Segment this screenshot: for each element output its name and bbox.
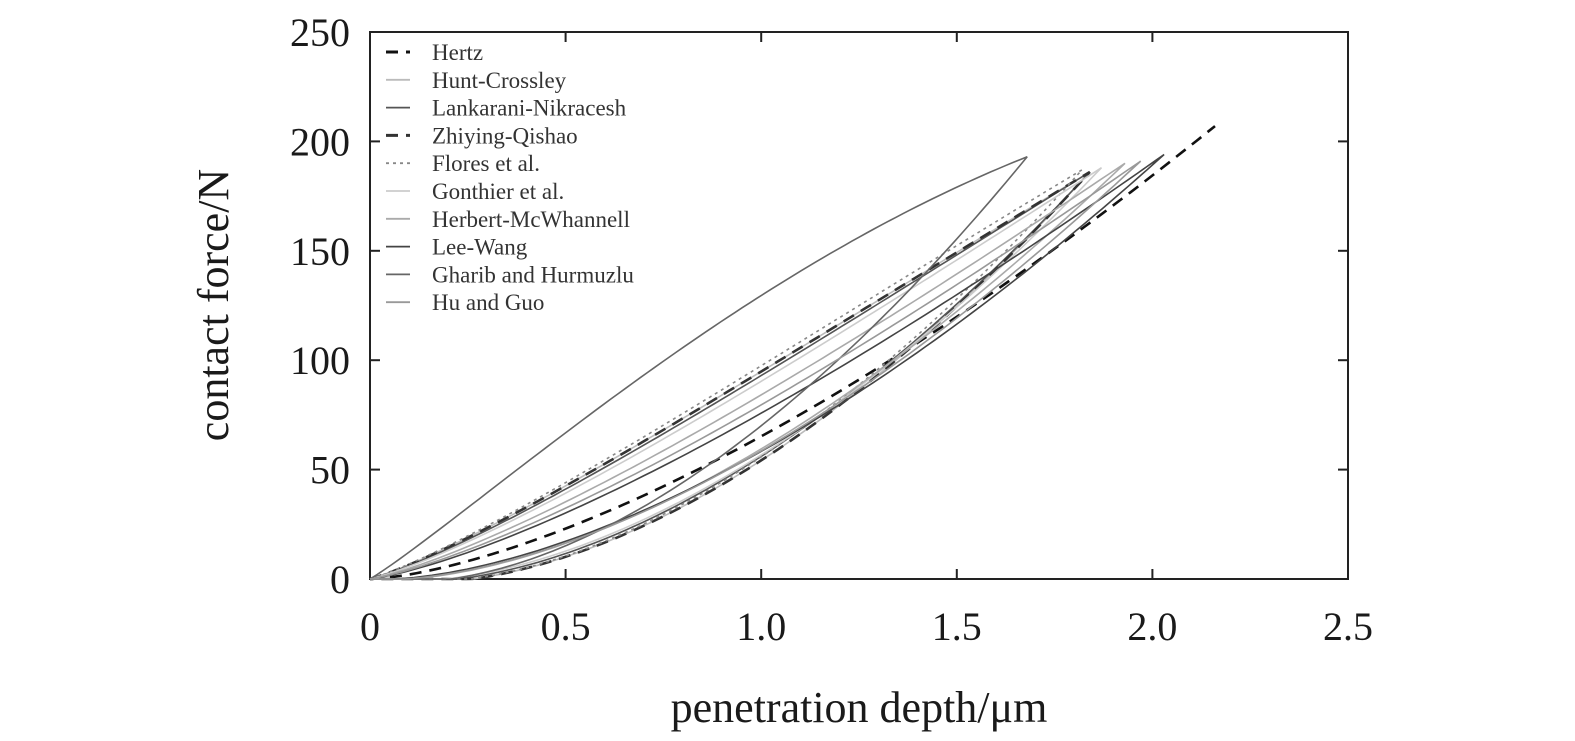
legend-label: Hunt-Crossley — [432, 68, 567, 93]
legend-label: Zhiying-Qishao — [432, 123, 578, 148]
series-line — [369, 169, 1083, 580]
plot-frame — [369, 31, 1349, 580]
x-tick-label: 1.0 — [736, 604, 786, 649]
y-tick-label: 200 — [290, 119, 350, 164]
legend: Hertz Hunt-Crossley Lankarani-NikraceshZhi… — [386, 40, 634, 315]
y-axis-ticks: 0 50 100 150 200 250 — [290, 10, 1348, 602]
x-tick-label: 0 — [360, 604, 380, 649]
series-line — [369, 160, 1142, 580]
legend-label: Lankarani-Nikracesh — [432, 96, 627, 121]
series-lines — [369, 125, 1216, 581]
x-tick-label: 2.5 — [1323, 604, 1373, 649]
legend-label: Herbert-McWhannell — [432, 207, 630, 232]
y-tick-label: 250 — [290, 10, 350, 55]
series-line — [369, 153, 1165, 580]
legend-label: Flores et al. — [432, 151, 540, 176]
series-line — [369, 155, 1028, 580]
x-axis-ticks: 0 0.5 1.0 1.5 2.0 2.5 — [360, 32, 1373, 649]
y-axis-title: contact force/N — [189, 169, 238, 441]
legend-label: Gonthier et al. — [432, 179, 564, 204]
legend-label: Hertz — [432, 40, 483, 65]
y-tick-label: 50 — [310, 448, 350, 493]
legend-label: Hu and Guo — [432, 290, 544, 315]
series-line — [369, 170, 1091, 581]
x-tick-label: 1.5 — [932, 604, 982, 649]
x-tick-label: 2.0 — [1127, 604, 1177, 649]
y-tick-label: 0 — [330, 557, 350, 602]
y-tick-label: 150 — [290, 229, 350, 274]
legend-label: Lee-Wang — [432, 235, 528, 260]
series-line — [369, 171, 1091, 580]
y-tick-label: 100 — [290, 338, 350, 383]
legend-label: Gharib and Hurmuzlu — [432, 262, 634, 287]
x-tick-label: 0.5 — [541, 604, 591, 649]
series-line — [369, 125, 1216, 581]
x-axis-title: penetration depth/μm — [671, 683, 1048, 732]
series-line — [369, 171, 1091, 580]
series-line — [369, 167, 1103, 580]
